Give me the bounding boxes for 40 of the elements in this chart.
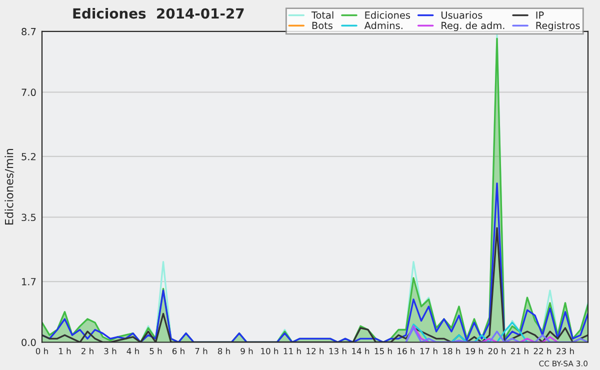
legend-label: IP [536, 12, 544, 19]
legend-label: Registros [536, 22, 580, 32]
x-tick-label: 16 h [398, 348, 415, 354]
x-tick-label: 4 h [126, 348, 139, 354]
x-tick-label: 11 h [284, 348, 301, 354]
y-tick-label: 0.0 [22, 338, 36, 346]
legend-label: Ediciones [365, 11, 410, 19]
x-tick-label: 22 h [534, 348, 552, 354]
legend-label: Usuarios [442, 11, 482, 19]
y-tick-label: 5.2 [22, 152, 36, 160]
x-tick-label: 14 h [352, 348, 370, 354]
y-tick-label: 3.5 [22, 214, 36, 222]
y-tick-label: 1.7 [22, 278, 36, 286]
legend-label: Total [311, 11, 334, 19]
y-tick-label: 7.0 [22, 88, 36, 96]
x-tick-label: 23 h [556, 348, 574, 354]
x-tick-label: 7 h [195, 348, 208, 354]
y-tick-label: 8.7 [22, 28, 36, 36]
x-tick-label: 1 h [59, 348, 71, 354]
legend-label: Bots [312, 22, 332, 30]
x-tick-label: 9 h [240, 348, 253, 354]
x-tick-label: 13 h [329, 348, 346, 354]
x-tick-label: 2 h [81, 348, 94, 354]
legend-label: Reg. de adm. [442, 22, 504, 32]
x-tick-label: 18 h [443, 348, 460, 354]
x-tick-label: 15 h [374, 348, 392, 354]
x-tick-label: 19 h [466, 348, 483, 354]
x-tick-label: 12 h [306, 348, 324, 354]
x-tick-label: 3 h [104, 348, 116, 354]
chart-title: Ediciones 2014-01-27 [73, 8, 244, 19]
x-tick-label: 8 h [218, 348, 230, 354]
legend-label: Admins. [364, 22, 402, 30]
x-tick-label: 0 h [36, 348, 48, 354]
y-axis-title: Ediciones/min [4, 149, 14, 225]
x-tick-label: 10 h [261, 348, 278, 354]
x-tick-label: 5 h [150, 348, 162, 354]
x-tick-label: 6 h [172, 348, 184, 354]
x-tick-label: 21 h [511, 348, 528, 354]
x-tick-label: 20 h [488, 348, 506, 354]
x-tick-label: 17 h [420, 348, 438, 354]
